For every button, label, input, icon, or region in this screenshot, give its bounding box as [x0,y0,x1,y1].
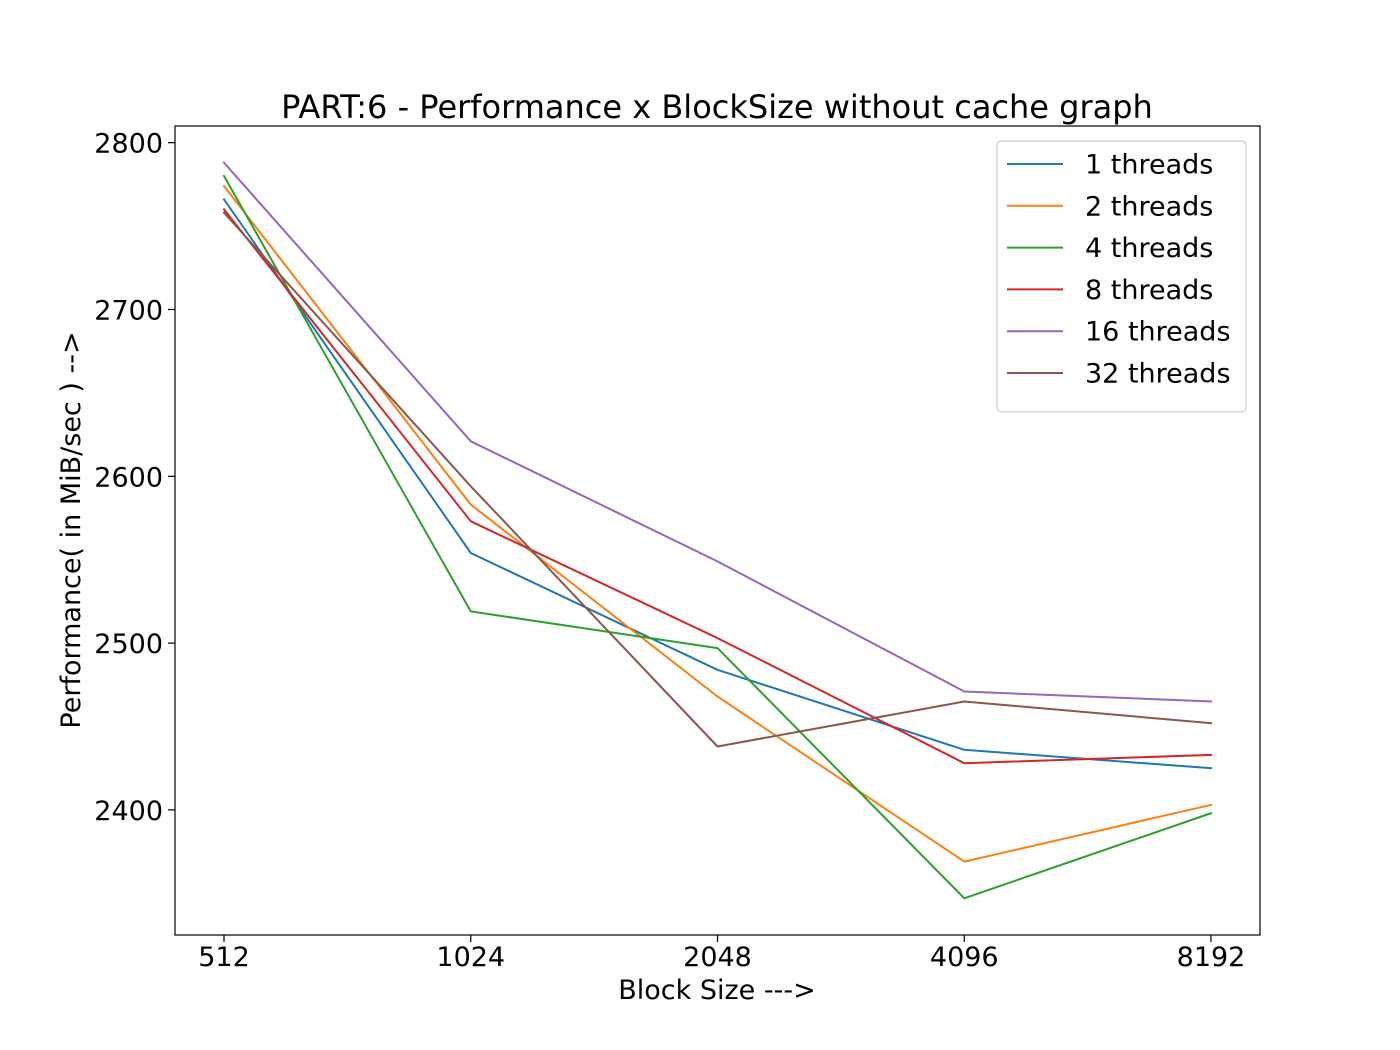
y-tick-label: 2800 [94,129,163,160]
series-line-4-threads [222,174,1213,900]
y-tick-label: 2400 [94,796,163,827]
series-line-2-threads [222,184,1213,863]
series-line-8-threads [222,207,1213,765]
legend-label: 2 threads [1085,191,1213,222]
series-line-1-threads [222,198,1213,770]
y-tick-label: 2500 [94,629,163,660]
series-layer [222,161,1213,900]
x-axis: 512 1024 2048 4096 8192 [198,935,1245,973]
x-tick-label: 8192 [1177,942,1246,973]
legend-label: 1 threads [1085,150,1213,181]
y-axis: 2400 2500 2600 2700 2800 [94,129,175,827]
chart-title: PART:6 - Performance x BlockSize without… [281,88,1153,126]
x-tick-label: 2048 [683,942,752,973]
legend-label: 4 threads [1085,233,1213,264]
legend: 1 threads 2 threads 4 threads 8 threads 16 t… [996,140,1247,413]
series-line-32-threads [222,211,1213,748]
series-line-16-threads [222,161,1213,703]
legend-box [996,140,1247,413]
legend-label: 8 threads [1085,275,1213,306]
x-tick-label: 1024 [436,942,505,973]
legend-label: 16 threads [1085,317,1231,348]
x-tick-label: 4096 [930,942,999,973]
x-axis-label: Block Size ---> [618,975,815,1006]
legend-label: 32 threads [1085,359,1231,390]
y-tick-label: 2600 [94,462,163,493]
x-tick-label: 512 [198,942,250,973]
plot-area [174,125,1261,936]
y-axis-label: Performance( in MiB/sec ) --> [56,331,87,728]
y-tick-label: 2700 [94,295,163,326]
